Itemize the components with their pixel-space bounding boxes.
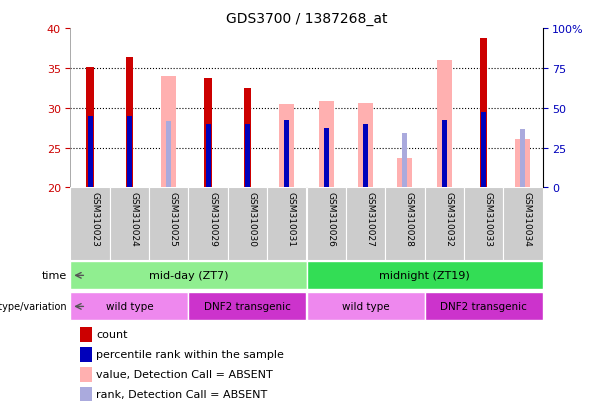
Bar <box>280 104 294 188</box>
Bar <box>167 122 171 188</box>
Text: DNF2 transgenic: DNF2 transgenic <box>204 301 291 312</box>
Bar <box>436 61 452 188</box>
Bar <box>424 188 464 260</box>
Bar <box>324 128 329 188</box>
Text: GSM310028: GSM310028 <box>405 192 414 246</box>
Bar <box>126 58 133 188</box>
Text: GSM310024: GSM310024 <box>129 192 139 246</box>
Bar <box>424 293 543 320</box>
Bar <box>88 116 93 188</box>
Text: GSM310026: GSM310026 <box>326 192 335 246</box>
Bar <box>80 327 92 342</box>
Bar <box>267 188 306 260</box>
Bar <box>189 293 306 320</box>
Text: time: time <box>42 271 67 281</box>
Bar <box>346 188 385 260</box>
Text: count: count <box>96 330 128 339</box>
Text: value, Detection Call = ABSENT: value, Detection Call = ABSENT <box>96 369 273 379</box>
Text: midnight (ZT19): midnight (ZT19) <box>379 271 470 281</box>
Bar <box>306 293 424 320</box>
Bar <box>442 120 446 188</box>
Text: rank, Detection Call = ABSENT: rank, Detection Call = ABSENT <box>96 389 268 399</box>
Bar <box>358 104 373 188</box>
Text: GDS3700 / 1387268_at: GDS3700 / 1387268_at <box>226 12 387 26</box>
Bar <box>503 188 543 260</box>
Bar <box>70 188 110 260</box>
Text: genotype/variation: genotype/variation <box>0 301 67 312</box>
Text: wild type: wild type <box>105 301 153 312</box>
Bar <box>245 124 250 188</box>
Text: GSM310031: GSM310031 <box>287 192 296 247</box>
Text: DNF2 transgenic: DNF2 transgenic <box>440 301 527 312</box>
Text: percentile rank within the sample: percentile rank within the sample <box>96 349 284 359</box>
Text: GSM310030: GSM310030 <box>248 192 256 247</box>
Bar <box>206 124 210 188</box>
Bar <box>464 188 503 260</box>
Bar <box>363 124 368 188</box>
Bar <box>80 367 92 382</box>
Bar <box>306 262 543 290</box>
Text: GSM310032: GSM310032 <box>444 192 453 246</box>
Bar <box>306 188 346 260</box>
Text: GSM310034: GSM310034 <box>523 192 532 246</box>
Bar <box>86 68 94 188</box>
Bar <box>70 293 189 320</box>
Bar <box>127 116 132 188</box>
Bar <box>110 188 149 260</box>
Text: GSM310023: GSM310023 <box>90 192 99 246</box>
Bar <box>204 79 212 188</box>
Bar <box>161 77 177 188</box>
Bar <box>481 112 486 188</box>
Bar <box>80 347 92 362</box>
Bar <box>284 120 289 188</box>
Bar <box>397 159 413 188</box>
Bar <box>189 188 228 260</box>
Text: mid-day (ZT7): mid-day (ZT7) <box>149 271 228 281</box>
Bar <box>244 88 251 188</box>
Text: GSM310027: GSM310027 <box>365 192 375 246</box>
Bar <box>516 140 530 188</box>
Bar <box>319 101 333 188</box>
Bar <box>520 130 525 188</box>
Bar <box>228 188 267 260</box>
Text: GSM310033: GSM310033 <box>484 192 492 247</box>
Text: GSM310025: GSM310025 <box>169 192 178 246</box>
Bar <box>80 387 92 401</box>
Text: GSM310029: GSM310029 <box>208 192 217 246</box>
Bar <box>403 134 407 188</box>
Bar <box>149 188 189 260</box>
Bar <box>70 262 306 290</box>
Bar <box>480 39 487 188</box>
Bar <box>385 188 424 260</box>
Text: wild type: wild type <box>341 301 389 312</box>
